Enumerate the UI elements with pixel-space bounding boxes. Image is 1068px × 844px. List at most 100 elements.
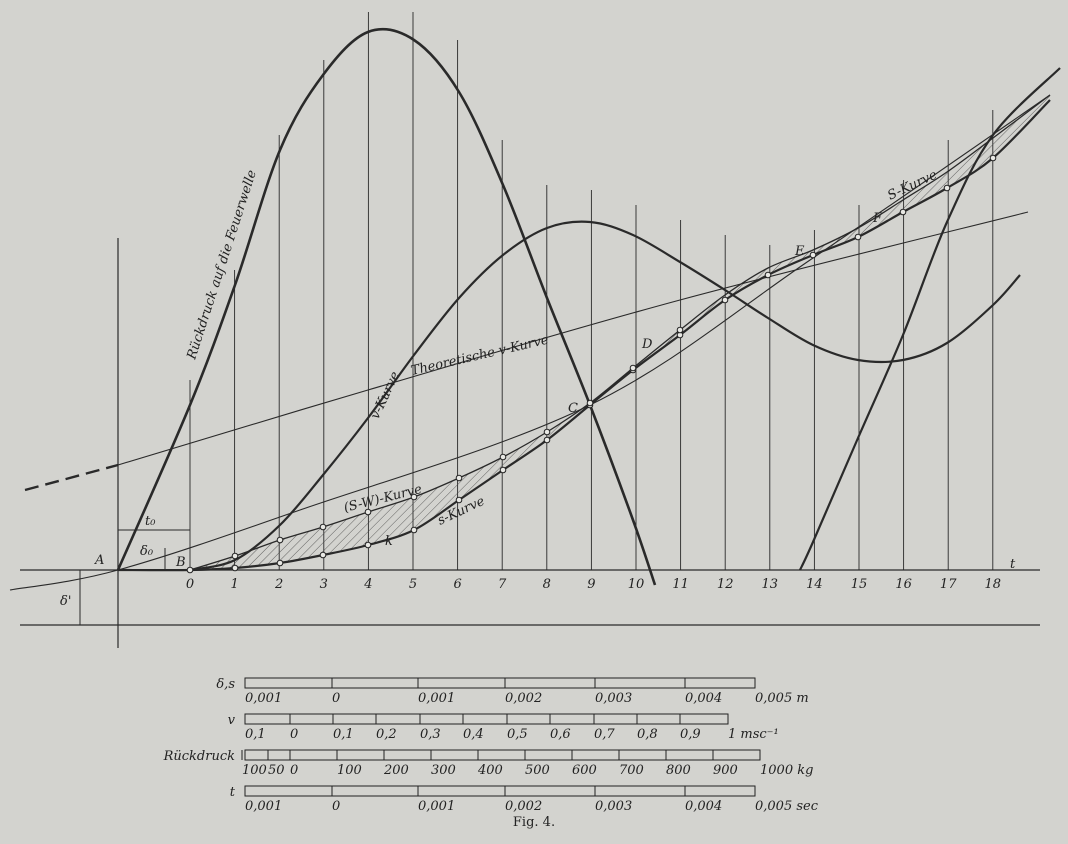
scale-label: 0,001: [418, 691, 455, 706]
t-label: 13: [762, 577, 779, 592]
curve-point: [499, 453, 507, 461]
mark-label: δ₀: [140, 544, 154, 559]
curve-point: [854, 233, 862, 241]
scale-label: 0,005 m: [755, 691, 809, 706]
scale-label: 0: [290, 763, 298, 778]
curve-point: [319, 523, 327, 531]
curve-point: [276, 559, 284, 567]
scale-label: 0,1: [333, 727, 354, 742]
curve-point: [276, 536, 284, 544]
scale-label: 0,003: [595, 799, 632, 814]
scale-label: 0,8: [637, 727, 658, 742]
curve-point: [410, 493, 418, 501]
t-label: 7: [498, 577, 507, 592]
curve-point: [543, 436, 551, 444]
curve-point: [364, 508, 372, 516]
curve-point: [231, 564, 239, 572]
t-label: 3: [320, 577, 328, 592]
t-label: 4: [363, 577, 372, 592]
scale-label: 0: [332, 799, 340, 814]
curve-point: [499, 466, 507, 474]
t-label: 8: [543, 577, 551, 592]
curve: [9, 94, 1051, 591]
scale-label: 0,7: [594, 727, 615, 742]
curve: [189, 220, 1021, 572]
scale-label: 600: [572, 763, 597, 778]
curve-point: [319, 551, 327, 559]
curve-point: [899, 208, 907, 216]
scale-label: 0,002: [505, 691, 542, 706]
scale-name: t: [230, 785, 236, 800]
point-label: A: [94, 553, 104, 568]
mark-label: t: [1010, 557, 1016, 572]
t-label: 17: [940, 577, 957, 592]
scale-label: 0,6: [550, 727, 571, 742]
scale-label: 0,3: [420, 727, 441, 742]
scale-label: 50: [268, 763, 285, 778]
scale-label: 0,2: [376, 727, 397, 742]
scale-label: 0,005 sec: [755, 799, 819, 814]
scale-label: 800: [666, 763, 691, 778]
curve-point: [989, 154, 997, 162]
point-label: E: [794, 244, 805, 259]
scale-label: 0,5: [507, 727, 528, 742]
curve-point: [764, 271, 772, 279]
curve-point: [586, 399, 594, 407]
curve-point: [721, 296, 729, 304]
curve-point: [943, 184, 951, 192]
point-label: C: [568, 401, 578, 416]
curve-point: [676, 326, 684, 334]
curve-point: [364, 541, 372, 549]
scale-label: 300: [431, 763, 456, 778]
t-label: 5: [409, 577, 417, 592]
scale-label: 0,1: [245, 727, 266, 742]
t-label: 15: [851, 577, 868, 592]
curve-point: [410, 526, 418, 534]
scale-label: 400: [477, 763, 503, 778]
mark-label: δ': [60, 594, 71, 609]
t-label: 0: [186, 577, 194, 592]
scale-label: 0,004: [685, 691, 722, 706]
scale-label: 500: [525, 763, 550, 778]
scale-name: δ,s: [216, 677, 235, 692]
scale-label: 100: [337, 763, 362, 778]
scale-label: 0: [290, 727, 298, 742]
point-label: B: [175, 555, 186, 570]
point-label: F: [872, 211, 883, 226]
t-label: 16: [895, 577, 912, 592]
t-label: 12: [717, 577, 734, 592]
caption: Fig. 4.: [513, 815, 555, 830]
t-label: 14: [806, 577, 823, 592]
t-label: 2: [274, 577, 283, 592]
point-label: D: [641, 337, 653, 352]
scale-name: v: [228, 713, 236, 728]
scale-label: 0,004: [685, 799, 722, 814]
curves: [9, 12, 1061, 591]
t-label: 1: [230, 577, 238, 592]
curve-point: [543, 428, 551, 436]
scale-label: 900: [713, 763, 738, 778]
scale-name: Rückdruck: [163, 749, 236, 764]
scale-label: 0,003: [595, 691, 632, 706]
curve-point: [809, 251, 817, 259]
curve-point: [231, 552, 239, 560]
scale-label: 1 msc⁻¹: [728, 727, 779, 742]
dashed-extension: [24, 463, 119, 492]
scale-label: 0,002: [505, 799, 542, 814]
t-label: 6: [453, 577, 461, 592]
t-label: 11: [672, 577, 689, 592]
t-labels: 0 1 2 3 4 5 6 7 8 9 10 11 12 13 14 15 16 17 18: [186, 577, 1001, 592]
curve-point: [629, 364, 637, 372]
scales: δ,s 0,001 0 0,001 0,002 0,003 0,004 0,005 m v 0,1…: [163, 677, 819, 814]
curve-label: k: [385, 534, 393, 549]
curve-point: [186, 566, 194, 574]
scale-label: 100: [242, 763, 267, 778]
curve-point: [455, 474, 463, 482]
mark-label: t₀: [145, 514, 156, 529]
scale-label: 0,4: [463, 727, 484, 742]
t-label: 18: [985, 577, 1002, 592]
scale-label: 0,001: [245, 799, 282, 814]
scale-label: 0,9: [680, 727, 701, 742]
